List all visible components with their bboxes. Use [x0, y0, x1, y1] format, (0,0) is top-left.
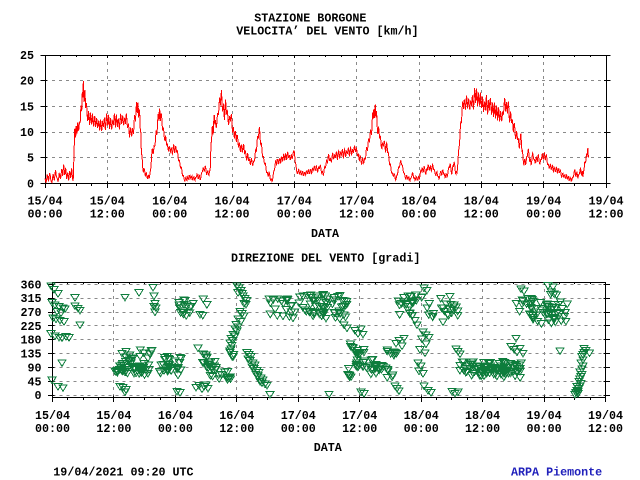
svg-text:00:00: 00:00 — [35, 422, 70, 436]
svg-text:18/04: 18/04 — [404, 409, 439, 423]
svg-text:00:00: 00:00 — [152, 208, 187, 222]
svg-text:19/04: 19/04 — [588, 195, 623, 209]
svg-text:45: 45 — [27, 375, 41, 389]
svg-text:225: 225 — [20, 320, 41, 334]
svg-text:12:00: 12:00 — [465, 422, 500, 436]
svg-text:17/04: 17/04 — [339, 195, 374, 209]
svg-text:12:00: 12:00 — [219, 422, 254, 436]
svg-text:00:00: 00:00 — [27, 208, 62, 222]
svg-text:17/04: 17/04 — [277, 195, 312, 209]
svg-text:17/04: 17/04 — [281, 409, 316, 423]
svg-text:00:00: 00:00 — [281, 422, 316, 436]
svg-text:15/04: 15/04 — [35, 409, 70, 423]
svg-text:18/04: 18/04 — [465, 409, 500, 423]
svg-text:16/04: 16/04 — [214, 195, 249, 209]
svg-text:180: 180 — [20, 334, 41, 348]
svg-text:0: 0 — [34, 389, 41, 403]
svg-text:19/04: 19/04 — [527, 409, 562, 423]
svg-text:19/04: 19/04 — [588, 409, 623, 423]
svg-text:12:00: 12:00 — [464, 208, 499, 222]
svg-text:16/04: 16/04 — [158, 409, 193, 423]
svg-text:00:00: 00:00 — [526, 208, 561, 222]
svg-text:00:00: 00:00 — [404, 422, 439, 436]
svg-text:STAZIONE BORGONE: STAZIONE BORGONE — [254, 11, 366, 25]
svg-text:5: 5 — [27, 152, 34, 166]
svg-text:135: 135 — [20, 348, 41, 362]
svg-text:10: 10 — [20, 126, 34, 140]
svg-text:15/04: 15/04 — [96, 409, 131, 423]
svg-text:17/04: 17/04 — [342, 409, 377, 423]
svg-text:20: 20 — [20, 75, 34, 89]
svg-text:15/04: 15/04 — [90, 195, 125, 209]
svg-text:18/04: 18/04 — [401, 195, 436, 209]
svg-text:19/04: 19/04 — [526, 195, 561, 209]
svg-text:00:00: 00:00 — [158, 422, 193, 436]
svg-text:12:00: 12:00 — [96, 422, 131, 436]
svg-text:ARPA Piemonte: ARPA Piemonte — [511, 465, 602, 479]
svg-text:16/04: 16/04 — [219, 409, 254, 423]
svg-text:15/04: 15/04 — [27, 195, 62, 209]
svg-text:12:00: 12:00 — [588, 422, 623, 436]
svg-text:12:00: 12:00 — [90, 208, 125, 222]
svg-text:DIREZIONE DEL VENTO [gradi]: DIREZIONE DEL VENTO [gradi] — [231, 251, 420, 265]
svg-text:360: 360 — [20, 278, 41, 292]
svg-text:12:00: 12:00 — [588, 208, 623, 222]
svg-text:19/04/2021 09:20 UTC: 19/04/2021 09:20 UTC — [53, 465, 193, 479]
svg-text:0: 0 — [27, 177, 34, 191]
svg-text:00:00: 00:00 — [527, 422, 562, 436]
svg-text:16/04: 16/04 — [152, 195, 187, 209]
svg-text:18/04: 18/04 — [464, 195, 499, 209]
svg-text:DATA: DATA — [314, 441, 343, 455]
svg-text:25: 25 — [20, 49, 34, 63]
svg-text:315: 315 — [20, 292, 41, 306]
svg-text:12:00: 12:00 — [339, 208, 374, 222]
svg-text:12:00: 12:00 — [342, 422, 377, 436]
svg-text:DATA: DATA — [311, 227, 340, 241]
svg-text:12:00: 12:00 — [214, 208, 249, 222]
svg-text:VELOCITA’ DEL VENTO [km/h]: VELOCITA’ DEL VENTO [km/h] — [236, 25, 418, 39]
svg-text:270: 270 — [20, 306, 41, 320]
svg-text:00:00: 00:00 — [401, 208, 436, 222]
svg-text:15: 15 — [20, 100, 34, 114]
svg-text:90: 90 — [27, 361, 41, 375]
svg-text:00:00: 00:00 — [277, 208, 312, 222]
